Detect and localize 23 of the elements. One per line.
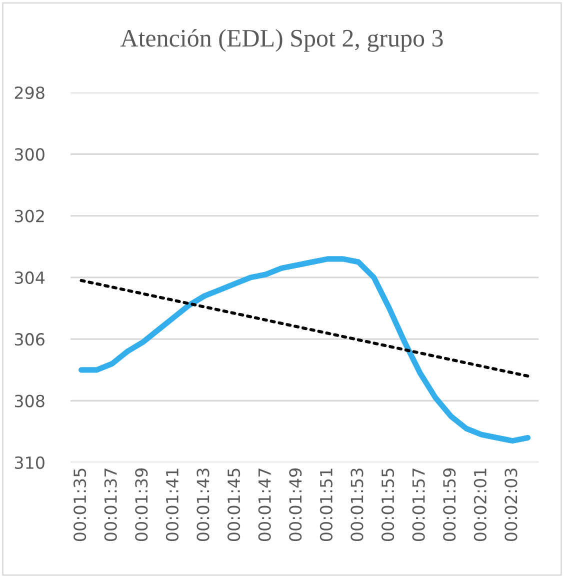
x-tick-label: 00:01:35 [74, 468, 86, 542]
x-tick-label: 00:01:45 [227, 468, 240, 542]
chart-title: Atención (EDL) Spot 2, grupo 3 [120, 29, 443, 52]
x-tick-label: 00:01:59 [443, 468, 456, 542]
y-tick-label: 310 [14, 456, 44, 469]
y-tick-label: 298 [14, 86, 44, 100]
x-tick-label: 00:01:37 [104, 468, 117, 542]
y-tick-label: 306 [14, 333, 44, 346]
x-tick-label: 00:01:57 [412, 468, 425, 542]
x-tick-label: 00:01:47 [258, 468, 271, 542]
x-tick-label: 00:01:55 [381, 468, 394, 542]
x-tick-label: 00:01:43 [196, 468, 210, 542]
y-tick-label: 308 [14, 394, 44, 408]
x-tick-label: 00:01:51 [320, 468, 332, 542]
y-tick-label: 300 [14, 148, 44, 161]
y-tick-label: 302 [14, 210, 44, 222]
x-tick-label: 00:01:49 [289, 468, 302, 542]
x-tick-label: 00:02:01 [474, 468, 486, 542]
x-tick-label: 00:02:03 [504, 468, 518, 542]
y-tick-label: 304 [14, 271, 45, 284]
x-tick-label: 00:01:39 [135, 468, 148, 542]
x-tick-label: 00:01:53 [350, 468, 364, 542]
x-tick-label: 00:01:41 [166, 468, 179, 542]
